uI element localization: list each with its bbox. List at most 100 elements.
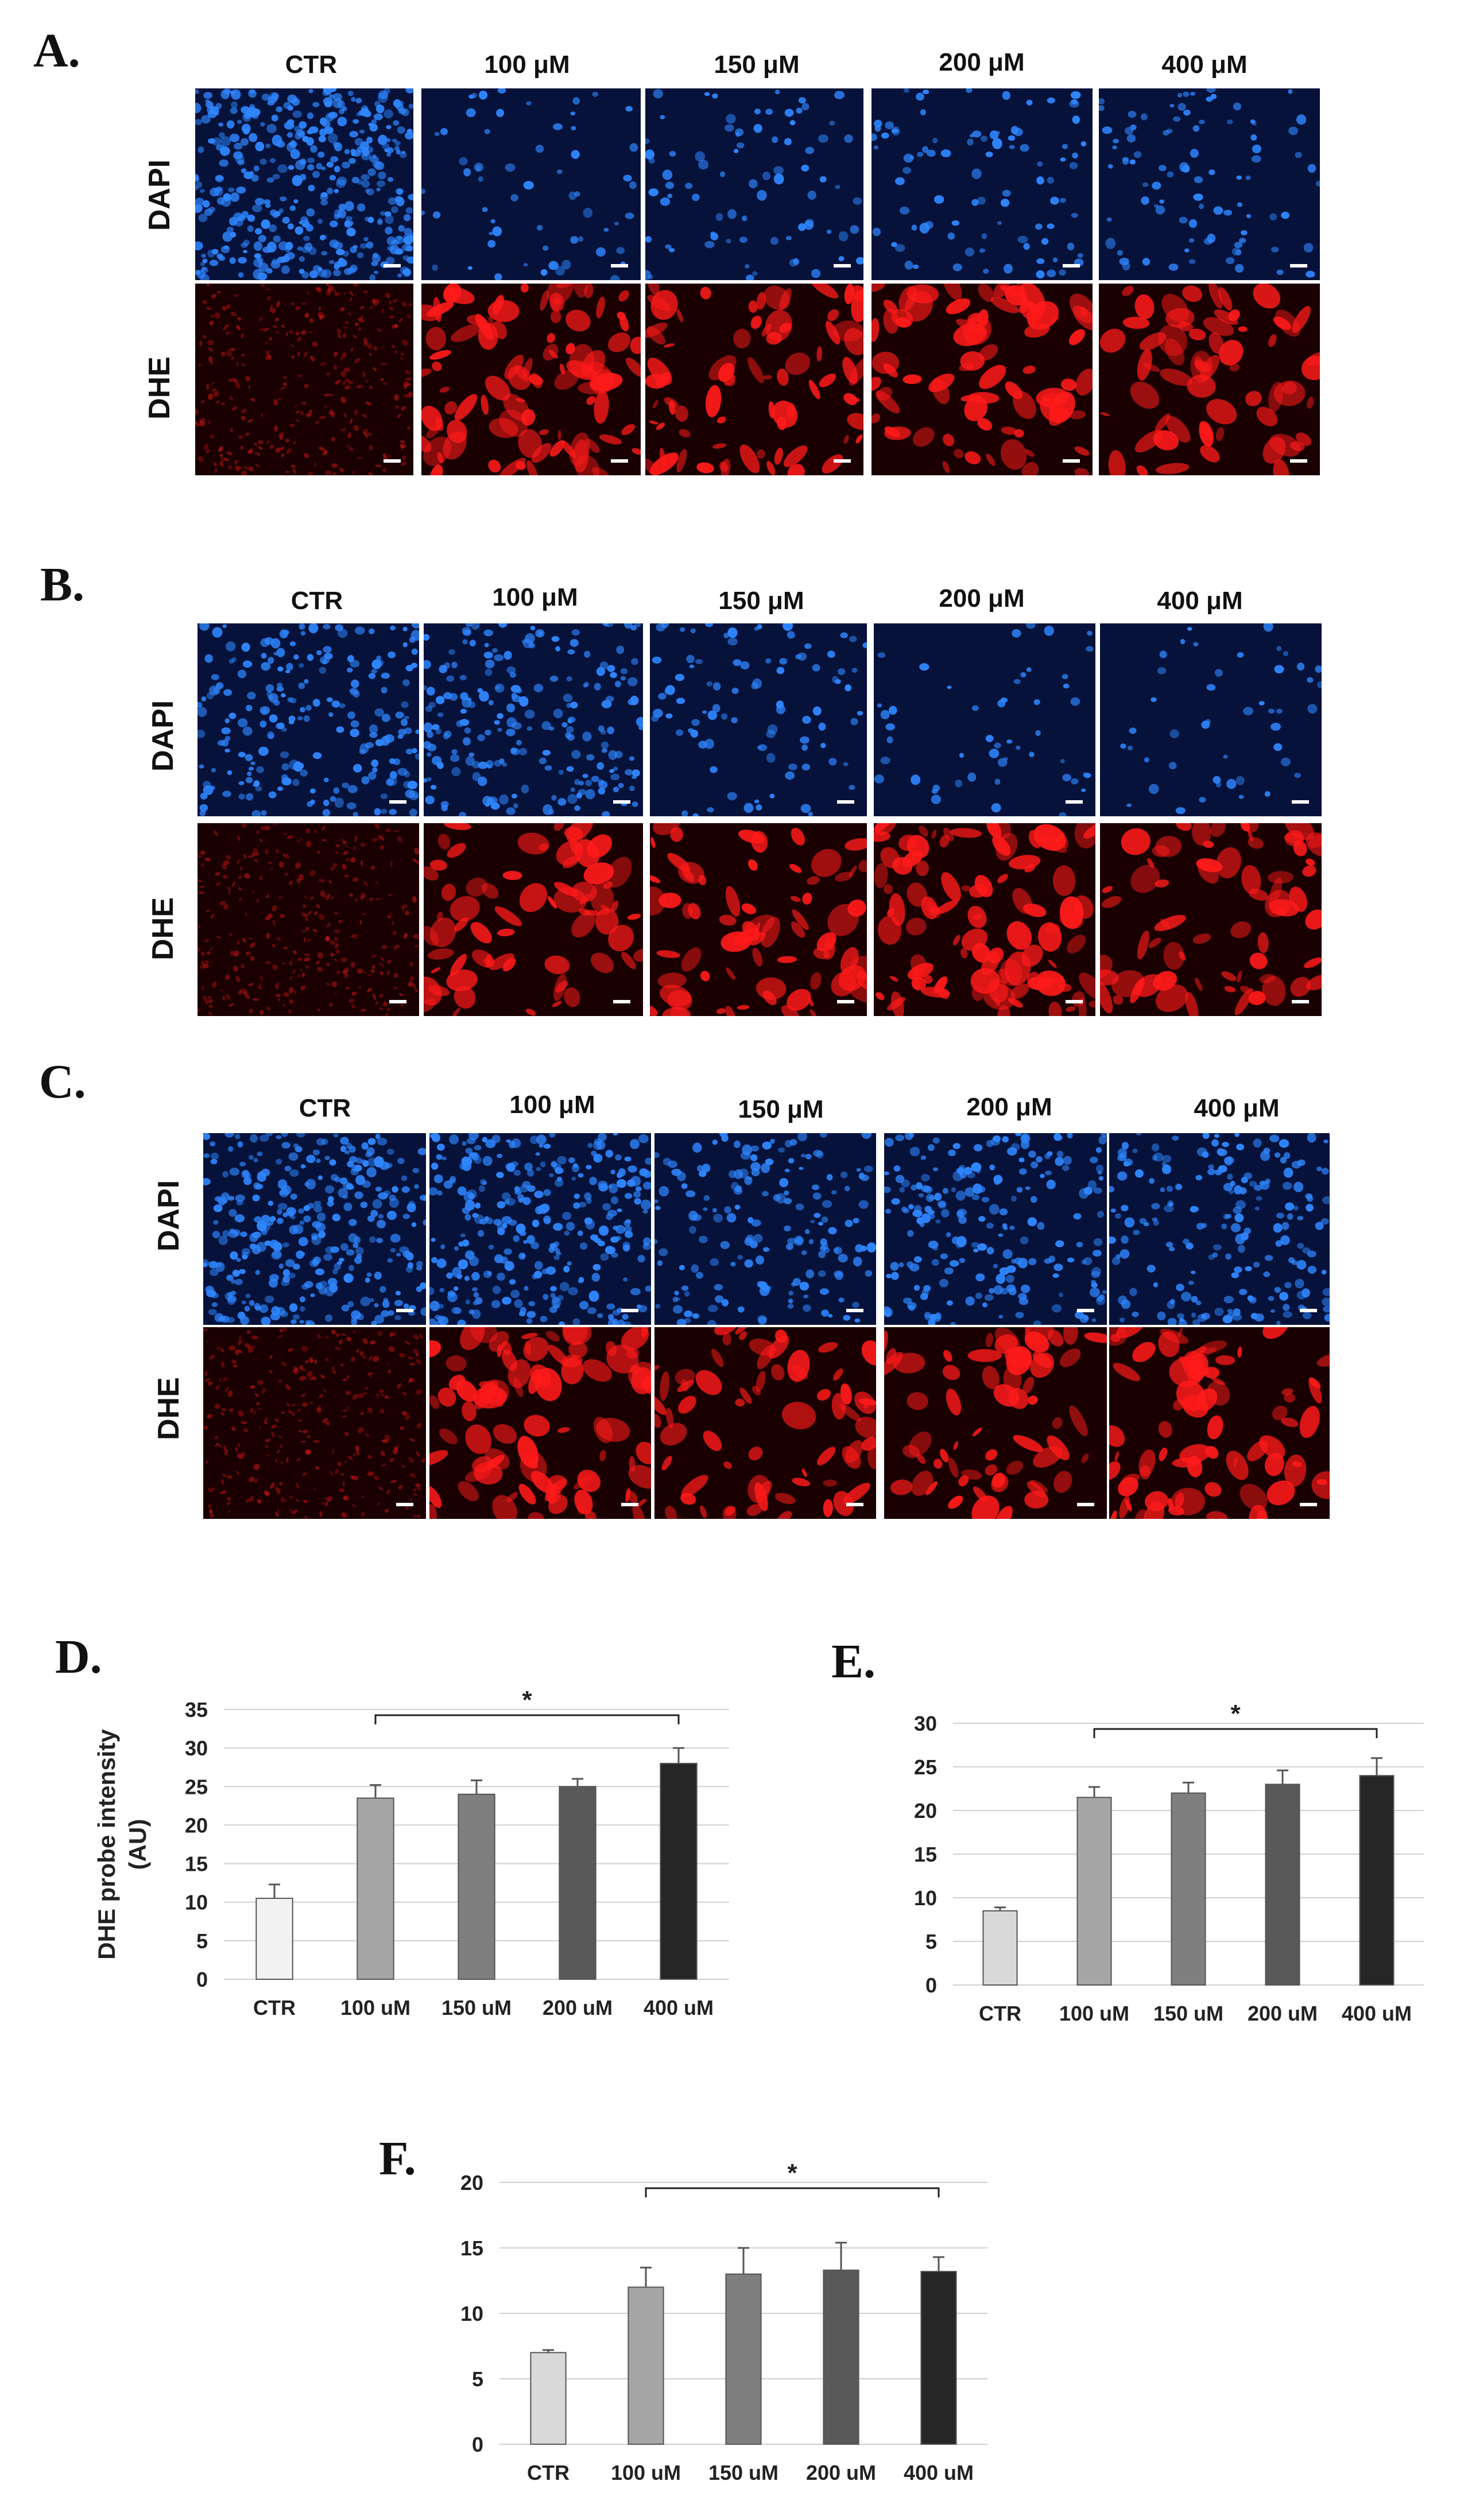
row-header: DAPI <box>152 1180 185 1252</box>
scale-bar <box>1300 1309 1317 1312</box>
scale-bar <box>396 1309 413 1312</box>
dapi-image <box>871 88 1093 280</box>
bar <box>628 2286 664 2445</box>
row-header: DAPI <box>146 700 180 772</box>
significance-label: * <box>522 1686 532 1714</box>
x-tick-label: 100 uM <box>340 1996 410 2019</box>
y-tick-label: 20 <box>914 1799 937 1823</box>
significance-bracket <box>645 2187 940 2197</box>
scale-bar <box>389 800 406 804</box>
x-tick-label: 150 uM <box>441 1996 512 2019</box>
column-header: 150 μM <box>738 1095 824 1123</box>
scale-bar <box>1292 800 1309 804</box>
dapi-image <box>421 88 641 280</box>
y-tick-label: 25 <box>914 1755 937 1779</box>
scale-bar <box>1290 264 1307 267</box>
panel-label: D. <box>55 1630 102 1684</box>
scale-bar <box>1077 1503 1094 1506</box>
scale-bar <box>834 264 851 267</box>
x-tick-label: 150 uM <box>708 2461 778 2484</box>
y-tick-label: 35 <box>185 1698 208 1722</box>
dapi-image <box>650 623 867 816</box>
column-header: 100 μM <box>484 51 570 79</box>
row-header: DHE <box>143 356 176 420</box>
dhe-image <box>429 1327 651 1519</box>
panel-label: E. <box>831 1635 876 1688</box>
column-header: 100 μM <box>492 583 578 611</box>
dhe-image <box>424 823 643 1016</box>
significance-bracket <box>1093 1728 1378 1738</box>
dapi-image <box>1099 88 1320 280</box>
y-tick-label: 20 <box>185 1813 208 1837</box>
scale-bar <box>613 800 630 804</box>
panel-label: A. <box>33 24 80 77</box>
dapi-image <box>1100 623 1322 816</box>
scale-bar <box>1077 1309 1094 1312</box>
y-tick-label: 0 <box>196 1968 208 1991</box>
y-tick-label: 15 <box>460 2236 483 2260</box>
scale-bar <box>1290 459 1307 463</box>
y-tick-label: 5 <box>196 1929 208 1953</box>
bar <box>920 2271 957 2445</box>
scale-bar <box>1292 1000 1309 1003</box>
column-header: 100 μM <box>509 1091 595 1119</box>
dhe-image <box>654 1327 876 1519</box>
dhe-image <box>195 284 413 475</box>
significance-label: * <box>787 2159 797 2187</box>
scale-bar <box>1066 800 1083 804</box>
dapi-image <box>429 1133 651 1325</box>
x-tick-label: 200 uM <box>806 2461 876 2484</box>
y-tick-label: 10 <box>460 2302 483 2325</box>
bar <box>1171 1792 1206 1986</box>
dhe-image <box>421 284 641 475</box>
row-header: DHE <box>146 897 180 960</box>
dhe-image <box>1099 284 1320 475</box>
scale-bar <box>1066 1000 1083 1003</box>
panel-label: B. <box>40 558 85 611</box>
column-header: CTR <box>290 587 343 615</box>
x-tick-label: 400 uM <box>904 2461 974 2484</box>
dapi-image <box>203 1133 426 1325</box>
dapi-image <box>1109 1133 1330 1325</box>
bar <box>1359 1775 1395 1986</box>
x-tick-label: 100 uM <box>1059 2002 1129 2025</box>
x-tick-label: 400 uM <box>644 1996 714 2019</box>
scale-bar <box>611 264 628 267</box>
dapi-image <box>195 88 413 280</box>
bar <box>530 2352 567 2445</box>
scale-bar <box>611 459 628 463</box>
significance-bracket <box>374 1714 680 1724</box>
x-tick-label: 400 uM <box>1342 2002 1412 2025</box>
column-header: 150 μM <box>718 587 804 615</box>
panel-label: F. <box>379 2132 416 2185</box>
bar <box>823 2269 859 2445</box>
scale-bar <box>846 1503 863 1506</box>
bar <box>357 1797 394 1980</box>
y-tick-label: 5 <box>925 1930 937 1953</box>
x-tick-label: 200 uM <box>1248 2002 1318 2025</box>
y-tick-label: 5 <box>472 2367 483 2391</box>
column-header: 400 μM <box>1161 51 1248 79</box>
y-tick-label: 10 <box>185 1891 208 1914</box>
scale-bar <box>846 1309 863 1312</box>
dapi-image <box>874 623 1095 816</box>
column-header: 400 μM <box>1194 1094 1280 1122</box>
scale-bar <box>389 1000 406 1003</box>
y-axis-label: DHE probe intensity (AU) <box>93 1729 151 1960</box>
dhe-image <box>871 284 1093 475</box>
bar <box>660 1763 698 1980</box>
column-header: 150 μM <box>714 51 800 79</box>
y-tick-label: 0 <box>925 1974 937 1997</box>
scale-bar <box>621 1309 638 1312</box>
bar <box>559 1786 597 1980</box>
scale-bar <box>834 459 851 463</box>
scale-bar <box>1063 264 1080 267</box>
dapi-image <box>884 1133 1107 1325</box>
dhe-image <box>203 1327 426 1519</box>
panel-label: C. <box>39 1055 86 1108</box>
x-tick-label: 100 uM <box>611 2461 681 2484</box>
column-header: 200 μM <box>939 584 1025 612</box>
dapi-image <box>645 88 863 280</box>
bar <box>255 1898 293 1980</box>
scale-bar <box>837 800 854 804</box>
